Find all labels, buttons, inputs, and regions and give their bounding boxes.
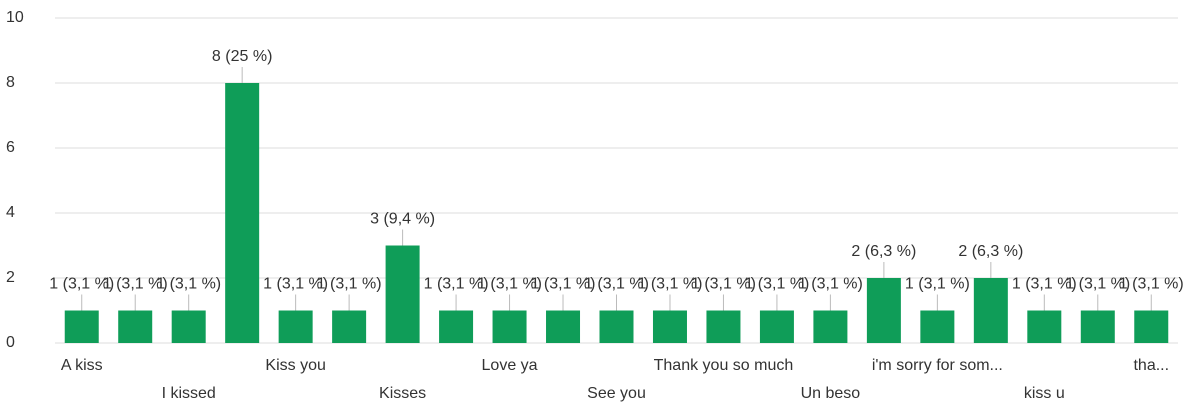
data-label: 1 (3,1 %) <box>744 276 809 293</box>
bar <box>171 310 206 343</box>
data-label: 1 (3,1 %) <box>477 276 542 293</box>
data-label: 2 (6,3 %) <box>958 243 1023 260</box>
data-label: 8 (25 %) <box>212 48 272 65</box>
data-label: 1 (3,1 %) <box>638 276 703 293</box>
y-tick-label: 2 <box>6 269 15 286</box>
data-label: 1 (3,1 %) <box>103 276 168 293</box>
bar <box>652 310 687 343</box>
bar <box>439 310 474 343</box>
data-label: 1 (3,1 %) <box>531 276 596 293</box>
bar <box>813 310 848 343</box>
bar <box>866 278 901 343</box>
x-tick-label: Kisses <box>379 385 426 402</box>
bar <box>546 310 581 343</box>
y-tick-label: 6 <box>6 139 15 156</box>
x-tick-label: See you <box>587 385 646 402</box>
x-tick-label: kiss u <box>1024 385 1065 402</box>
bar <box>599 310 634 343</box>
x-tick-label: I kissed <box>162 385 216 402</box>
bar <box>1080 310 1115 343</box>
bar <box>706 310 741 343</box>
y-tick-label: 0 <box>6 334 15 351</box>
bar <box>1134 310 1169 343</box>
data-label: 1 (3,1 %) <box>317 276 382 293</box>
bar <box>1027 310 1062 343</box>
data-label: 1 (3,1 %) <box>424 276 489 293</box>
bar <box>759 310 794 343</box>
data-label: 1 (3,1 %) <box>798 276 863 293</box>
bar <box>64 310 99 343</box>
y-tick-label: 10 <box>6 9 24 26</box>
data-label: 1 (3,1 %) <box>1012 276 1077 293</box>
y-tick-label: 4 <box>6 204 15 221</box>
bar <box>973 278 1008 343</box>
data-label: 1 (3,1 %) <box>1119 276 1184 293</box>
x-tick-label: Thank you so much <box>654 357 794 374</box>
bar <box>385 245 420 343</box>
bar <box>492 310 527 343</box>
x-tick-label: Love ya <box>482 357 538 374</box>
data-label: 1 (3,1 %) <box>1065 276 1130 293</box>
y-tick-label: 8 <box>6 74 15 91</box>
data-label: 1 (3,1 %) <box>905 276 970 293</box>
data-label: 1 (3,1 %) <box>584 276 649 293</box>
bar <box>920 310 955 343</box>
x-tick-label: Kiss you <box>265 357 325 374</box>
data-label: 1 (3,1 %) <box>156 276 221 293</box>
data-label: 1 (3,1 %) <box>49 276 114 293</box>
bar <box>278 310 313 343</box>
data-label: 2 (6,3 %) <box>851 243 916 260</box>
bar <box>332 310 367 343</box>
x-tick-label: Un beso <box>801 385 861 402</box>
bar <box>118 310 153 343</box>
data-label: 1 (3,1 %) <box>691 276 756 293</box>
bar <box>225 83 260 343</box>
x-tick-label: A kiss <box>61 357 103 374</box>
data-label: 1 (3,1 %) <box>263 276 328 293</box>
x-tick-label: i'm sorry for som... <box>872 357 1003 374</box>
data-label: 3 (9,4 %) <box>370 211 435 228</box>
x-tick-label: tha... <box>1133 357 1169 374</box>
